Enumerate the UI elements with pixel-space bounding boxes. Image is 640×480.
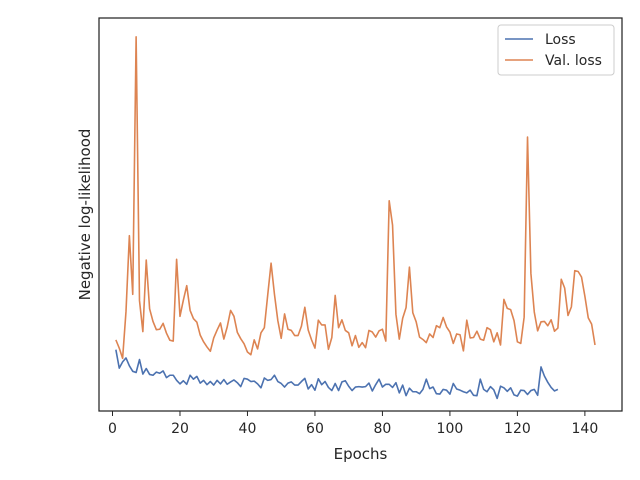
x-tick-label: 20 bbox=[171, 421, 189, 437]
legend-label-loss: Loss bbox=[545, 32, 576, 48]
legend: Loss Val. loss bbox=[497, 24, 615, 76]
legend-box bbox=[497, 24, 615, 76]
y-axis-label: Negative log-likelihood bbox=[76, 129, 94, 301]
series-line-val-loss bbox=[115, 36, 596, 360]
plot-frame bbox=[98, 17, 623, 412]
series-line-loss bbox=[115, 349, 559, 400]
x-tick-label: 0 bbox=[108, 421, 117, 437]
x-axis-ticks: 0 20 40 60 80 100 120 140 bbox=[108, 411, 598, 437]
x-tick-label: 80 bbox=[374, 421, 392, 437]
series-layer bbox=[115, 36, 596, 400]
legend-label-val-loss: Val. loss bbox=[545, 53, 602, 69]
x-tick-label: 100 bbox=[437, 421, 464, 437]
x-tick-label: 60 bbox=[306, 421, 324, 437]
x-tick-label: 140 bbox=[572, 421, 599, 437]
x-axis-label: Epochs bbox=[334, 445, 388, 463]
x-tick-label: 120 bbox=[504, 421, 531, 437]
x-tick-label: 40 bbox=[239, 421, 257, 437]
